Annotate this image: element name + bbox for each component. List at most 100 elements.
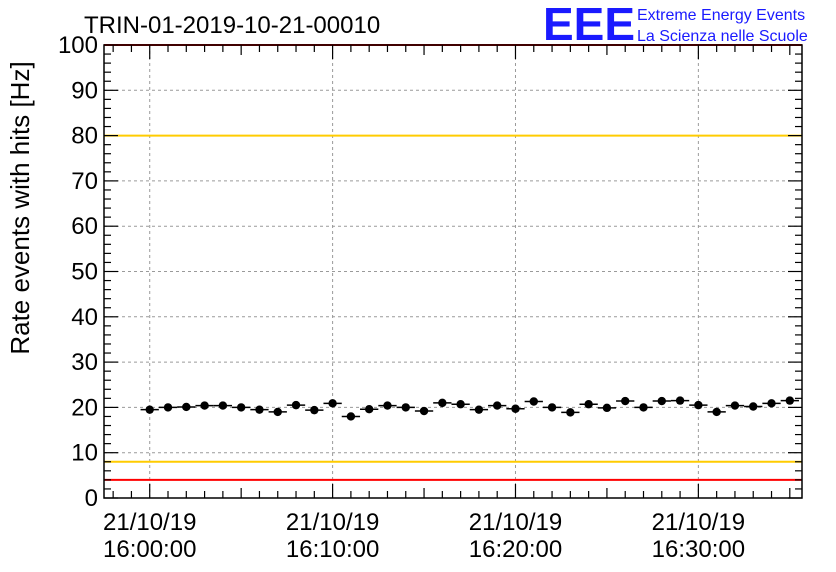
data-point: [542, 403, 562, 412]
data-point-marker: [273, 407, 282, 417]
data-point-marker: [255, 405, 264, 414]
y-tick-label: 40: [71, 304, 98, 331]
x-axis: 21/10/1916:00:0021/10/1916:10:0021/10/19…: [103, 45, 791, 563]
y-tick-label: 50: [71, 259, 98, 286]
data-point-marker: [163, 403, 173, 412]
chart-title: TRIN-01-2019-10-21-00010: [84, 12, 380, 39]
data-point: [506, 404, 525, 413]
y-tick-label: 70: [71, 168, 98, 195]
data-point-marker: [547, 403, 557, 412]
y-axis-label: Rate events with hits [Hz]: [5, 61, 35, 354]
data-point: [744, 402, 763, 411]
data-point: [140, 405, 159, 414]
data-point-marker: [456, 400, 465, 409]
x-tick-label-date: 21/10/19: [286, 509, 379, 536]
data-point-marker: [694, 400, 703, 410]
data-point: [634, 403, 653, 412]
data-point-marker: [364, 405, 374, 414]
data-point-marker: [621, 396, 630, 406]
data-point-marker: [529, 397, 538, 406]
data-point: [323, 399, 342, 408]
data-point: [305, 405, 324, 415]
data-point-marker: [602, 403, 612, 413]
y-tick-label: 10: [71, 440, 98, 467]
data-point-marker: [657, 396, 666, 406]
data-point-marker: [419, 406, 429, 416]
y-tick-label: 100: [58, 32, 98, 59]
x-tick-label-time: 16:10:00: [286, 536, 379, 563]
reference-lines: [104, 44, 802, 481]
eee-logo: EEE Extreme Energy Events La Scienza nel…: [543, 0, 808, 50]
data-point: [341, 412, 361, 421]
x-tick-label-date: 21/10/19: [469, 509, 562, 536]
data-point-marker: [712, 407, 721, 417]
data-point: [177, 402, 196, 412]
y-tick-label: 30: [71, 349, 98, 376]
data-point: [268, 407, 287, 417]
data-point: [232, 403, 251, 412]
y-tick-label: 60: [71, 213, 98, 240]
data-point: [780, 396, 799, 405]
y-tick-label: 90: [71, 77, 98, 104]
data-point-marker: [730, 401, 740, 410]
data-point: [616, 396, 635, 406]
data-point: [652, 396, 671, 406]
data-point-marker: [401, 403, 410, 412]
y-tick-label: 20: [71, 394, 98, 421]
data-point: [707, 407, 726, 417]
x-tick-label-time: 16:30:00: [652, 536, 745, 563]
data-point-marker: [383, 401, 392, 410]
x-tick-label-time: 16:00:00: [103, 536, 196, 563]
data-point: [396, 403, 415, 412]
y-tick-label: 80: [71, 123, 98, 150]
data-point: [451, 400, 470, 409]
data-point-marker: [438, 398, 447, 408]
data-point-marker: [218, 401, 228, 410]
data-point: [725, 401, 745, 410]
logo-line-1: Extreme Energy Events: [637, 7, 805, 24]
data-point: [579, 400, 598, 409]
data-point: [158, 403, 178, 412]
data-point: [524, 397, 543, 406]
data-point-marker: [291, 400, 301, 410]
data-point-marker: [566, 408, 575, 417]
x-tick-label-time: 16:20:00: [469, 536, 562, 563]
data-point: [414, 406, 434, 416]
y-axis: 0 10 20 30 40 50 60 70 80 90 100: [58, 32, 802, 512]
data-point-marker: [675, 396, 685, 405]
data-point-marker: [236, 403, 246, 412]
data-point: [469, 405, 489, 414]
data-point-marker: [584, 400, 593, 409]
data-point: [433, 398, 452, 408]
x-tick-label-date: 21/10/19: [652, 509, 745, 536]
data-point-marker: [785, 396, 795, 405]
data-point-marker: [474, 405, 484, 414]
data-point-marker: [767, 399, 776, 408]
data-point-marker: [182, 402, 191, 412]
logo-mark: EEE: [543, 0, 635, 50]
data-point-marker: [639, 403, 648, 412]
data-point-marker: [749, 402, 758, 411]
data-point: [195, 401, 214, 410]
grid: [104, 45, 802, 498]
data-point: [378, 401, 397, 410]
data-point-marker: [511, 404, 520, 413]
data-points: [140, 396, 799, 421]
data-point: [670, 396, 690, 405]
data-point: [762, 399, 781, 408]
data-point: [689, 400, 708, 410]
data-point-marker: [145, 405, 154, 414]
data-point: [250, 405, 269, 414]
data-point-marker: [310, 405, 319, 415]
data-point: [213, 401, 233, 410]
data-point: [360, 405, 379, 414]
data-point: [286, 400, 306, 410]
x-tick-label-date: 21/10/19: [103, 509, 196, 536]
logo-line-2: La Scienza nelle Scuole: [637, 28, 808, 45]
data-point: [597, 403, 617, 413]
data-point-marker: [328, 399, 337, 408]
data-point-marker: [346, 412, 356, 421]
data-point: [561, 408, 580, 417]
y-tick-label: 0: [85, 485, 98, 512]
